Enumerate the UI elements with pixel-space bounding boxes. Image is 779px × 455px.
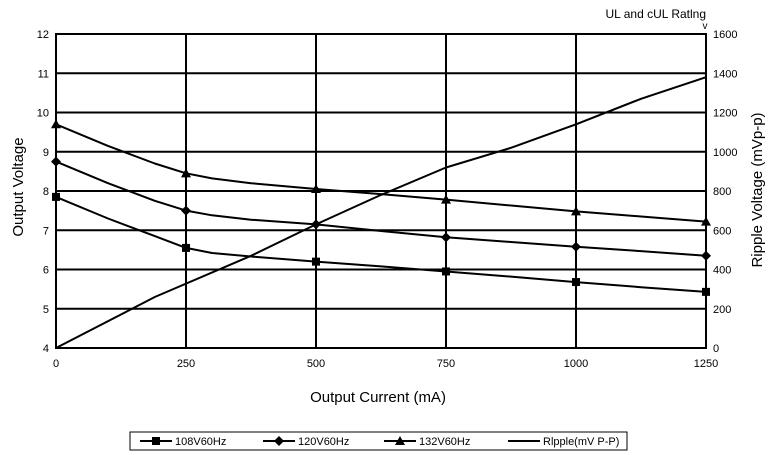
x-tick-labels: 0 250 500 750 1000 1250 bbox=[53, 358, 718, 370]
y2-tick-label: 800 bbox=[713, 186, 731, 198]
square-marker bbox=[702, 287, 710, 296]
y2-tick-label: 600 bbox=[713, 225, 731, 237]
series-line-4 bbox=[55, 76, 707, 349]
triangle-marker bbox=[181, 168, 191, 178]
series-markers bbox=[51, 119, 711, 296]
triangle-marker bbox=[311, 184, 321, 194]
triangle-marker bbox=[51, 119, 61, 129]
x-axis-label: Output Current (mA) bbox=[310, 389, 446, 406]
y-tick-label: 10 bbox=[37, 108, 49, 120]
square-marker bbox=[182, 243, 190, 252]
x-tick-label: 0 bbox=[53, 358, 59, 370]
diamond-marker bbox=[311, 219, 321, 230]
series-line-3 bbox=[55, 123, 707, 223]
y-tick-label: 7 bbox=[43, 225, 49, 237]
chart-title: UL and cUL Ratlng bbox=[606, 7, 707, 21]
y2-tick-label: 1600 bbox=[713, 29, 737, 41]
square-marker bbox=[52, 192, 60, 201]
x-tick-label: 1000 bbox=[564, 358, 588, 370]
legend: 108V60Hz 120V60Hz 132V60Hz Rlpple(mV P-P) bbox=[129, 431, 628, 451]
diamond-marker bbox=[701, 250, 711, 261]
y2-tick-label: 1200 bbox=[713, 108, 737, 120]
y2-tick-label: 400 bbox=[713, 265, 731, 277]
y-tick-label: 6 bbox=[43, 265, 49, 277]
y-tick-label: 9 bbox=[43, 147, 49, 159]
x-tick-label: 1250 bbox=[694, 358, 718, 370]
series-lines bbox=[55, 76, 707, 349]
grid-lines bbox=[55, 33, 707, 349]
x-tick-label: 250 bbox=[177, 358, 195, 370]
square-marker bbox=[312, 257, 320, 266]
y2-axis-label: Ripple Voltage (mVp-p) bbox=[749, 112, 766, 267]
y2-tick-label: 1000 bbox=[713, 147, 737, 159]
triangle-marker bbox=[395, 436, 405, 445]
y-tick-label: 11 bbox=[38, 68, 49, 80]
y-tick-label: 4 bbox=[43, 343, 49, 355]
y-tick-label: 12 bbox=[37, 29, 49, 41]
y2-tick-label: 1400 bbox=[713, 68, 737, 80]
triangle-marker bbox=[441, 194, 451, 204]
legend-label: 108V60Hz bbox=[175, 436, 226, 448]
series-line-2 bbox=[55, 160, 707, 257]
plot-area bbox=[55, 33, 707, 349]
legend-label: 132V60Hz bbox=[419, 436, 470, 448]
x-tick-label: 750 bbox=[437, 358, 455, 370]
y-tick-labels: 4 5 6 7 8 9 10 11 12 bbox=[37, 29, 49, 355]
y-tick-label: 8 bbox=[43, 186, 49, 198]
y-axis-label: Output Voltage bbox=[10, 137, 27, 236]
triangle-marker bbox=[571, 206, 581, 216]
square-marker bbox=[442, 267, 450, 276]
diamond-marker bbox=[51, 156, 61, 167]
series-line-1 bbox=[55, 195, 707, 293]
y-tick-label: 5 bbox=[43, 304, 49, 316]
y2-tick-labels: 0 200 400 600 800 1000 1200 1400 1600 bbox=[713, 29, 737, 355]
y2-tick-label: 200 bbox=[713, 304, 731, 316]
legend-box bbox=[129, 431, 628, 451]
diamond-marker bbox=[571, 241, 581, 252]
square-marker bbox=[152, 437, 160, 445]
x-tick-label: 500 bbox=[307, 358, 325, 370]
diamond-marker bbox=[441, 232, 451, 243]
y2-tick-label: 0 bbox=[713, 343, 719, 355]
legend-label: 120V60Hz bbox=[298, 436, 349, 448]
square-marker bbox=[572, 278, 580, 287]
diamond-marker bbox=[181, 205, 191, 216]
triangle-marker bbox=[701, 216, 711, 226]
legend-label: Rlpple(mV P-P) bbox=[543, 436, 619, 448]
chart-title-suffix: v bbox=[703, 21, 708, 32]
diamond-marker bbox=[274, 436, 284, 446]
